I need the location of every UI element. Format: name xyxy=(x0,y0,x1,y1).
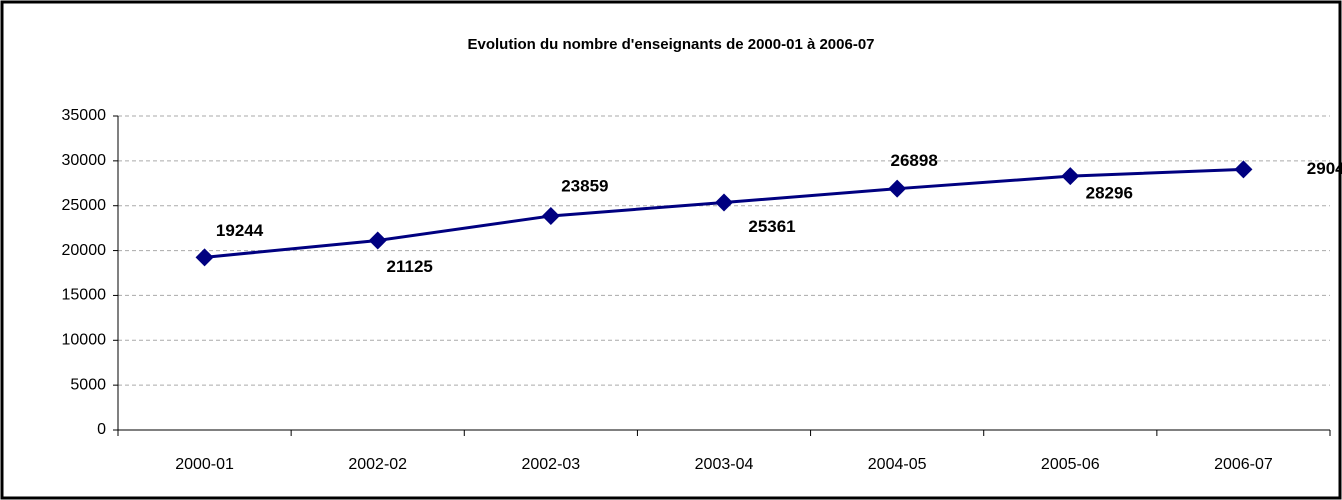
marker xyxy=(541,206,560,225)
x-tick-label: 2005-06 xyxy=(1041,456,1100,473)
y-tick-label: 25000 xyxy=(62,197,107,214)
y-tick-label: 30000 xyxy=(62,152,107,169)
x-tick-label: 2003-04 xyxy=(695,456,754,473)
y-tick-label: 5000 xyxy=(70,376,106,393)
marker xyxy=(715,193,733,212)
y-tick-label: 15000 xyxy=(62,287,107,304)
marker xyxy=(368,231,387,250)
y-tick-label: 10000 xyxy=(62,332,107,349)
chart-title: Evolution du nombre d'enseignants de 200… xyxy=(467,36,874,53)
marker xyxy=(1061,167,1080,186)
data-label: 25361 xyxy=(748,217,795,236)
x-tick-label: 2002-02 xyxy=(348,456,407,473)
data-label: 21125 xyxy=(387,257,433,276)
marker xyxy=(888,179,907,198)
x-tick-label: 2006-07 xyxy=(1214,456,1273,473)
x-tick-label: 2004-05 xyxy=(868,456,927,473)
x-tick-label: 2000-01 xyxy=(175,456,234,473)
x-tick-label: 2002-03 xyxy=(521,456,580,473)
marker xyxy=(195,248,214,267)
data-label: 23859 xyxy=(561,176,608,195)
marker xyxy=(1234,160,1253,179)
data-label: 26898 xyxy=(891,151,938,170)
data-label: 19244 xyxy=(216,221,264,240)
data-label: 29049 xyxy=(1307,159,1342,178)
data-label: 28296 xyxy=(1086,184,1133,203)
y-tick-label: 35000 xyxy=(62,107,107,124)
y-tick-label: 0 xyxy=(97,421,106,438)
y-tick-label: 20000 xyxy=(62,242,107,259)
